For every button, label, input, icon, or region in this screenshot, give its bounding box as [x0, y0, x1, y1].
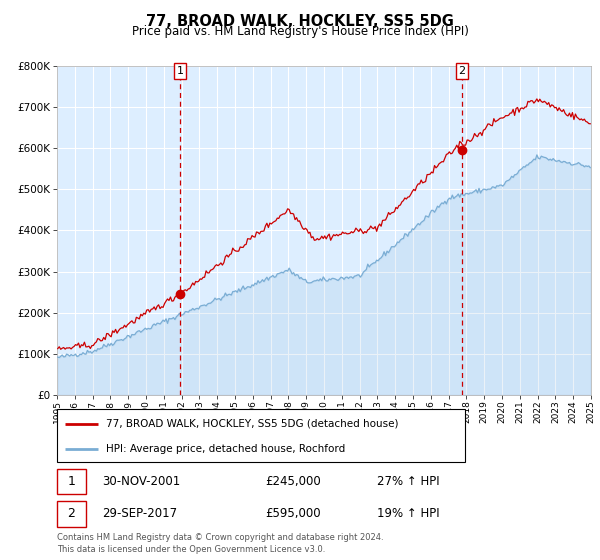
Text: £595,000: £595,000 — [265, 507, 321, 520]
Text: Contains HM Land Registry data © Crown copyright and database right 2024.
This d: Contains HM Land Registry data © Crown c… — [57, 533, 383, 554]
FancyBboxPatch shape — [57, 501, 86, 526]
Text: 19% ↑ HPI: 19% ↑ HPI — [377, 507, 440, 520]
Text: 2: 2 — [67, 507, 76, 520]
Text: Price paid vs. HM Land Registry's House Price Index (HPI): Price paid vs. HM Land Registry's House … — [131, 25, 469, 38]
Text: 1: 1 — [67, 475, 76, 488]
Text: 77, BROAD WALK, HOCKLEY, SS5 5DG (detached house): 77, BROAD WALK, HOCKLEY, SS5 5DG (detach… — [106, 419, 398, 429]
Text: 30-NOV-2001: 30-NOV-2001 — [103, 475, 181, 488]
Text: HPI: Average price, detached house, Rochford: HPI: Average price, detached house, Roch… — [106, 444, 345, 454]
Text: £245,000: £245,000 — [265, 475, 321, 488]
Text: 29-SEP-2017: 29-SEP-2017 — [103, 507, 178, 520]
Text: 77, BROAD WALK, HOCKLEY, SS5 5DG: 77, BROAD WALK, HOCKLEY, SS5 5DG — [146, 14, 454, 29]
FancyBboxPatch shape — [57, 469, 86, 494]
Text: 1: 1 — [176, 66, 184, 76]
Text: 27% ↑ HPI: 27% ↑ HPI — [377, 475, 440, 488]
Text: 2: 2 — [458, 66, 466, 76]
